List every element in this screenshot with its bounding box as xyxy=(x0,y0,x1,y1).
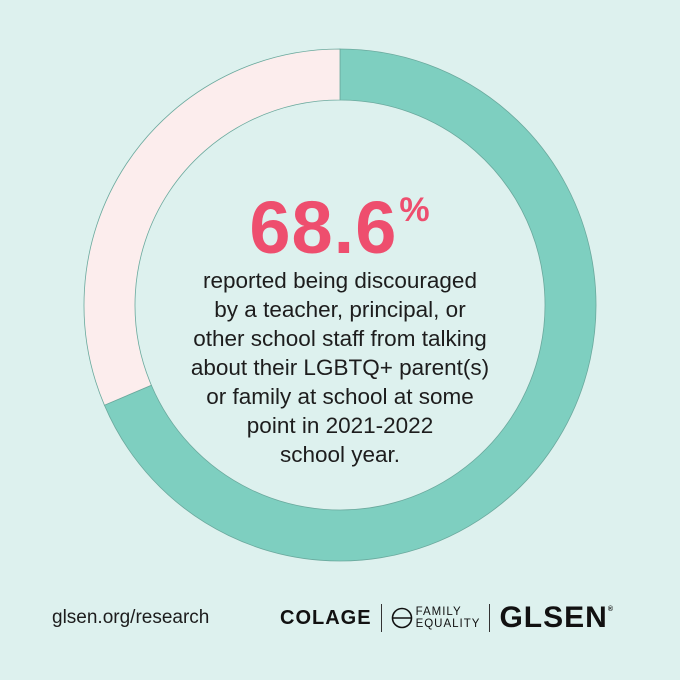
colage-logo: COLAGE xyxy=(280,606,372,629)
family-equality-text: FAMILY xyxy=(415,606,462,618)
family-equality-icon xyxy=(391,607,412,629)
research-url: glsen.org/research xyxy=(52,607,210,628)
family-equality-logo: FAMILY EQUALITY xyxy=(391,606,481,630)
desc-line: by a teacher, principal, or xyxy=(214,297,466,322)
desc-line: about their LGBTQ+ parent(s) xyxy=(190,355,490,380)
logo-divider xyxy=(380,604,382,632)
slice-remainder xyxy=(83,48,341,406)
slice-discouraged xyxy=(103,48,597,562)
stat-number: 68.6 xyxy=(249,186,398,269)
registered-mark: ® xyxy=(607,606,614,613)
desc-line: school year. xyxy=(279,442,401,467)
logo-divider xyxy=(489,604,491,632)
desc-line: other school staff from talking xyxy=(193,326,487,351)
stat-value: 68.6% xyxy=(160,170,520,268)
glsen-text: GLSEN xyxy=(499,601,608,634)
desc-line: or family at school at some xyxy=(206,384,474,409)
partner-logos: COLAGE FAMILY EQUALITY GLSEN® xyxy=(280,598,614,638)
desc-line: point in 2021-2022 xyxy=(246,413,434,438)
glsen-logo: GLSEN® xyxy=(499,601,614,635)
desc-line: reported being discouraged xyxy=(203,268,477,293)
family-equality-text: EQUALITY xyxy=(415,618,481,630)
footer: glsen.org/research COLAGE FAMILY EQUALIT… xyxy=(0,598,680,638)
stat-description: reported being discouraged by a teacher,… xyxy=(160,266,520,469)
stat-unit: % xyxy=(399,191,431,229)
center-label: 68.6% reported being discouraged by a te… xyxy=(160,170,520,469)
